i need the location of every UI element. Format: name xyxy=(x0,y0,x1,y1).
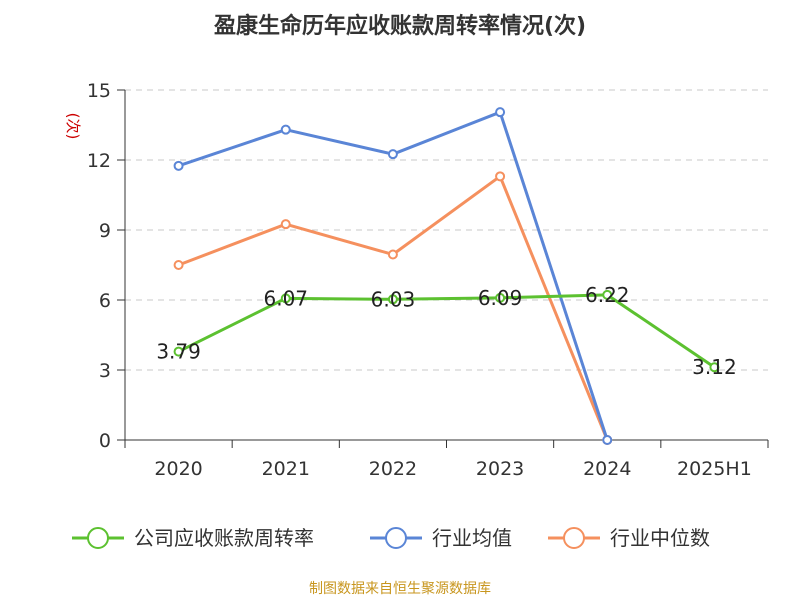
y-axis-unit-label: (次) xyxy=(64,113,82,140)
data-label: 3.79 xyxy=(156,340,201,364)
data-point-1 xyxy=(387,149,398,160)
x-tick-label: 2021 xyxy=(262,458,310,480)
data-point-1 xyxy=(602,435,613,445)
data-point-0 xyxy=(387,294,398,305)
legend-swatch-marker xyxy=(385,527,407,549)
x-tick-label: 2025H1 xyxy=(677,458,752,480)
axes: 0 3 6 9 12 15 2020 2021 2022 2023 2024 2025H1 (次) xyxy=(64,80,769,480)
data-label: 6.07 xyxy=(263,286,308,310)
legend: 公司应收账款周转率 行业均值 行业中位数 xyxy=(72,526,710,550)
series-lines xyxy=(173,107,720,445)
series-line-1 xyxy=(178,110,609,441)
data-point-2 xyxy=(495,171,506,182)
legend-label: 行业均值 xyxy=(432,526,512,550)
y-tick-label: 9 xyxy=(99,220,111,242)
data-label: 6.22 xyxy=(585,283,630,307)
data-point-1 xyxy=(280,124,291,135)
data-point-0 xyxy=(173,346,184,357)
y-tick-label: 0 xyxy=(99,430,111,452)
y-tick-label: 6 xyxy=(99,290,111,312)
data-label: 3.12 xyxy=(692,355,737,379)
data-point-0 xyxy=(602,289,613,300)
data-point-0 xyxy=(495,292,506,303)
data-point-0 xyxy=(709,362,720,373)
x-tick-label: 2023 xyxy=(476,458,524,480)
data-point-1 xyxy=(495,107,506,118)
legend-label: 行业中位数 xyxy=(610,526,710,550)
data-labels: 3.79 6.07 6.03 6.09 6.22 3.12 xyxy=(156,283,736,379)
x-tick-label: 2022 xyxy=(369,458,417,480)
x-tick-label: 2024 xyxy=(583,458,631,480)
chart-title: 盈康生命历年应收账款周转率情况(次) xyxy=(213,14,587,39)
y-tick-label: 12 xyxy=(87,150,111,172)
source-note: 制图数据来自恒生聚源数据库 xyxy=(309,581,491,597)
y-tick-label: 15 xyxy=(87,80,111,102)
data-point-2 xyxy=(387,249,398,260)
legend-swatch-marker xyxy=(87,527,109,549)
data-label: 6.09 xyxy=(478,286,523,310)
data-label: 6.03 xyxy=(371,287,416,311)
legend-swatch-marker xyxy=(563,527,585,549)
data-point-1 xyxy=(173,160,184,171)
legend-label: 公司应收账款周转率 xyxy=(134,526,314,550)
data-point-2 xyxy=(173,260,184,270)
series-line-0 xyxy=(177,293,716,369)
data-point-2 xyxy=(280,219,291,230)
y-tick-label: 3 xyxy=(99,360,111,382)
data-point-0 xyxy=(280,293,291,304)
x-tick-label: 2020 xyxy=(154,458,202,480)
